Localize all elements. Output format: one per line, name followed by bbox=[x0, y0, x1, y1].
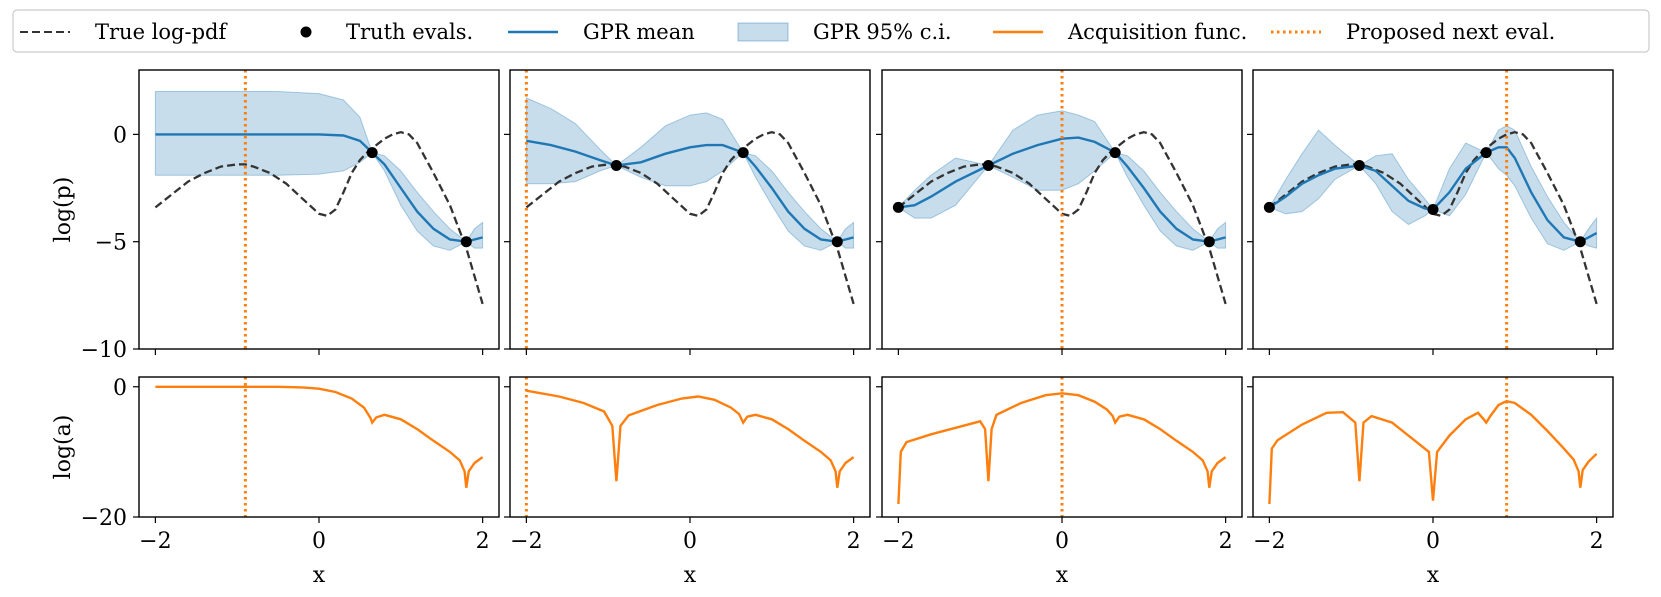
acq-axes-ytick-label: −20 bbox=[81, 506, 127, 531]
panel-1: 0−5−10−2 0 20−20x bbox=[81, 69, 500, 588]
gpr-mean-line bbox=[898, 136, 1226, 243]
gpr-mean-line bbox=[155, 133, 483, 243]
gpr-plot-area bbox=[154, 70, 484, 349]
gpr-panel-4 bbox=[1247, 69, 1614, 355]
gpr-panel-3 bbox=[876, 69, 1243, 355]
acq-plot-area bbox=[1268, 377, 1598, 517]
acq-axes-xtick-label: −2 bbox=[882, 529, 914, 554]
truth-eval-point bbox=[737, 147, 749, 159]
plot-area: 0−5−10−2 0 20−20x−2 0 2x−2 0 2x−2 0 2xlog(p)log(… bbox=[51, 69, 1614, 588]
x-axis-label: x bbox=[684, 563, 697, 588]
acquisition-line bbox=[897, 392, 1227, 505]
legend-band bbox=[737, 22, 789, 42]
x-axis-label: x bbox=[313, 563, 326, 588]
truth-eval-point bbox=[1263, 201, 1275, 213]
panel-3: −2 0 2 x bbox=[876, 69, 1243, 588]
panel-2: −2 0 2 x bbox=[504, 69, 871, 588]
acq-plot-area bbox=[524, 377, 855, 517]
legend-swatch-ci bbox=[737, 22, 789, 42]
y-axis-label-bottom: log(a) bbox=[51, 415, 76, 480]
truth-eval-point bbox=[1480, 147, 1492, 159]
true-logpdf-line bbox=[1268, 131, 1598, 305]
truth-eval-point bbox=[1353, 160, 1365, 172]
legend-label-acq: Acquisition func. bbox=[1067, 20, 1247, 44]
gpr-panel-1: 0 −5 −10 bbox=[81, 69, 500, 363]
truth-eval-point bbox=[1427, 204, 1439, 215]
truth-eval-point bbox=[831, 236, 843, 248]
acq-axes-xtick-label: 0 bbox=[312, 529, 326, 554]
acq-axes-frame bbox=[138, 376, 500, 518]
acq-axes-xtick-label: 2 bbox=[847, 529, 861, 554]
acquisition-line bbox=[526, 389, 855, 488]
acq-axes-xtick-label: 2 bbox=[1590, 529, 1604, 554]
truth-eval-point bbox=[982, 160, 994, 172]
acq-panel-1: −2 0 20−20 bbox=[81, 376, 500, 554]
x-axis-label: x bbox=[1427, 563, 1440, 588]
acq-plot-area bbox=[155, 377, 484, 517]
gpr-panel-2 bbox=[504, 69, 871, 355]
acq-axes-xtick-label: 2 bbox=[1219, 529, 1233, 554]
truth-eval-point bbox=[1574, 236, 1586, 248]
legend-label-next: Proposed next eval. bbox=[1346, 20, 1555, 44]
panel-4: −2 0 2 x bbox=[1247, 69, 1614, 588]
gpr-axes-ytick-label: 0 bbox=[113, 123, 127, 148]
legend-swatch-evals bbox=[300, 26, 312, 38]
acq-axes-ytick-label: 0 bbox=[113, 376, 127, 401]
true-logpdf-line bbox=[154, 131, 484, 305]
gpr-mean-line bbox=[1268, 146, 1598, 243]
legend-label-ci: GPR 95% c.i. bbox=[813, 20, 952, 44]
gpr-axes-ytick-label: −10 bbox=[81, 338, 127, 363]
gpr-axes-ytick-label: −5 bbox=[95, 231, 127, 256]
gpr-ci-band bbox=[154, 91, 484, 251]
truth-eval-point bbox=[366, 147, 378, 159]
acq-axes-frame bbox=[881, 376, 1243, 518]
acq-axes-xtick-label: −2 bbox=[510, 529, 542, 554]
legend-label-mean: GPR mean bbox=[583, 20, 695, 44]
legend-label-evals: Truth evals. bbox=[346, 20, 473, 44]
truth-eval-point bbox=[460, 236, 472, 248]
acq-axes-xtick-label: −2 bbox=[139, 529, 171, 554]
acq-panel-3: −2 0 2 bbox=[876, 376, 1243, 554]
gpr-mean-line bbox=[526, 139, 854, 243]
legend-marker bbox=[300, 26, 312, 38]
acq-axes-xtick-label: −2 bbox=[1253, 529, 1285, 554]
gpr-plot-area bbox=[892, 70, 1227, 349]
gpr-axes-frame bbox=[509, 69, 871, 350]
truth-eval-point bbox=[892, 201, 904, 213]
acq-axes-xtick-label: 0 bbox=[1426, 529, 1440, 554]
acq-axes-xtick-label: 0 bbox=[1055, 529, 1069, 554]
legend-label-true: True log-pdf bbox=[95, 20, 228, 44]
gpr-ci-band bbox=[525, 97, 855, 251]
gpr-plot-area bbox=[1263, 70, 1598, 349]
legend: True log-pdf Truth evals. GPR mean GPR 95% … bbox=[12, 9, 1650, 53]
acq-plot-area bbox=[897, 377, 1227, 517]
acquisition-line bbox=[155, 385, 484, 488]
acquisition-line bbox=[1268, 399, 1598, 505]
true-logpdf-line bbox=[897, 131, 1227, 305]
gpr-plot-area bbox=[524, 70, 855, 349]
acq-axes-xtick-label: 2 bbox=[476, 529, 490, 554]
legend-frame bbox=[12, 9, 1650, 53]
acq-panel-4: −2 0 2 bbox=[1247, 376, 1614, 554]
acq-panel-2: −2 0 2 bbox=[504, 376, 871, 554]
gpr-ci-band bbox=[1268, 125, 1598, 251]
gpr-ci-band bbox=[897, 110, 1227, 251]
x-axis-label: x bbox=[1056, 563, 1069, 588]
acq-axes-xtick-label: 0 bbox=[683, 529, 697, 554]
truth-eval-point bbox=[1203, 236, 1215, 248]
y-axis-label-top: log(p) bbox=[51, 177, 76, 243]
truth-eval-point bbox=[1109, 147, 1121, 159]
truth-eval-point bbox=[610, 160, 622, 172]
true-logpdf-line bbox=[525, 131, 855, 305]
